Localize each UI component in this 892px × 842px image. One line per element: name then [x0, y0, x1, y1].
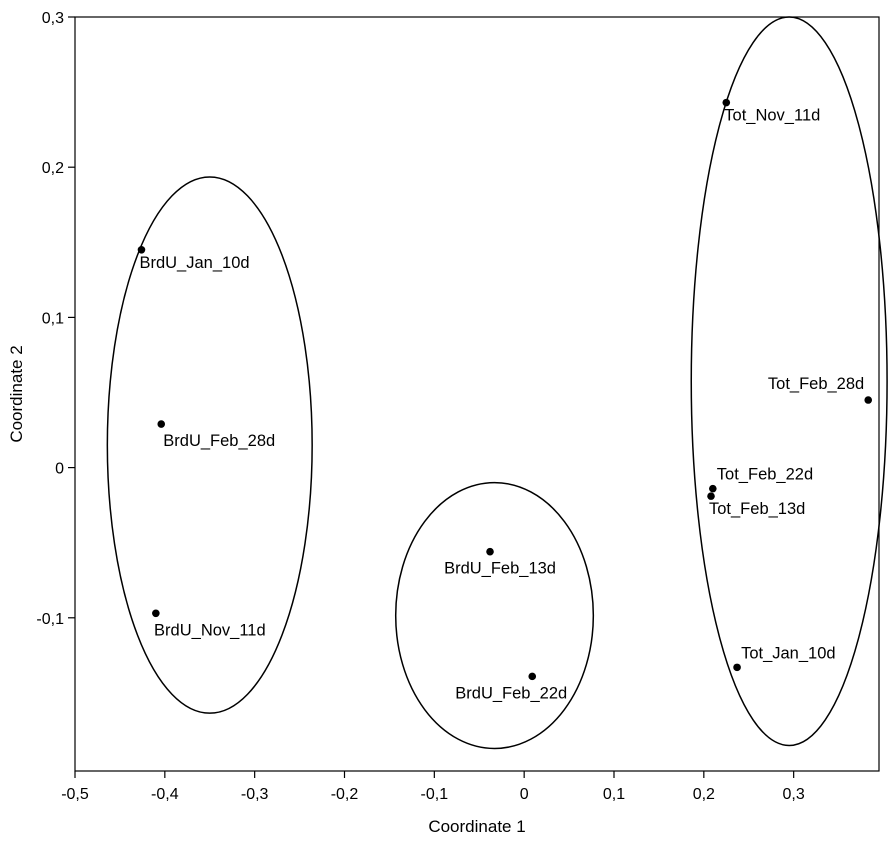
x-tick-label: -0,1 — [421, 786, 449, 803]
point-label: Tot_Feb_13d — [709, 500, 805, 518]
data-point — [707, 492, 715, 500]
plot-frame — [74, 16, 880, 772]
x-tick-label: 0 — [520, 786, 529, 803]
data-point — [137, 246, 146, 254]
data-point — [733, 663, 741, 672]
y-tick-label: 0,1 — [42, 310, 64, 327]
y-axis: -0,1 0 0,1 0,2 0,3 — [36, 10, 75, 628]
cluster-ellipse-3 — [690, 16, 888, 747]
data-point — [486, 547, 494, 556]
point-label: Tot_Nov_11d — [724, 107, 820, 125]
y-tick-label: -0,1 — [36, 611, 64, 628]
x-tick-label: -0,2 — [331, 786, 359, 803]
y-tick-label: 0 — [55, 461, 64, 478]
x-tick-label: 0,3 — [783, 786, 805, 803]
point-label: Tot_Feb_22d — [717, 466, 813, 484]
x-tick-label: 0,1 — [603, 786, 625, 803]
cluster-ellipses — [106, 16, 888, 750]
y-tick-label: 0,3 — [42, 10, 64, 27]
data-point — [152, 609, 160, 618]
data-point — [709, 484, 717, 493]
data-point — [864, 396, 873, 404]
x-tick-label: 0,2 — [693, 786, 715, 803]
point-label: BrdU_Feb_28d — [163, 432, 275, 450]
point-label: BrdU_Feb_22d — [455, 684, 567, 702]
cluster-ellipse-1 — [106, 176, 313, 714]
data-point — [528, 672, 537, 681]
data-point — [722, 98, 731, 107]
point-label: Tot_Feb_28d — [768, 375, 864, 393]
x-tick-label: -0,3 — [241, 786, 269, 803]
y-axis-title: Coordinate 2 — [7, 345, 26, 442]
y-tick-label: 0,2 — [42, 160, 64, 177]
x-axis-title: Coordinate 1 — [428, 817, 525, 836]
point-label: BrdU_Jan_10d — [139, 254, 249, 272]
point-label: BrdU_Nov_11d — [154, 621, 266, 639]
cluster-ellipse-2 — [394, 481, 595, 750]
point-label: Tot_Jan_10d — [741, 644, 836, 662]
data-point — [157, 420, 166, 428]
data-points: BrdU_Jan_10d BrdU_Feb_28d BrdU_Nov_11d BrdU… — [137, 98, 873, 702]
x-tick-label: -0,5 — [61, 786, 89, 803]
point-label: BrdU_Feb_13d — [444, 560, 556, 578]
x-axis: -0,5 -0,4 -0,3 -0,2 -0,1 0 0,1 0,2 0,3 — [61, 771, 805, 803]
x-tick-label: -0,4 — [151, 786, 179, 803]
